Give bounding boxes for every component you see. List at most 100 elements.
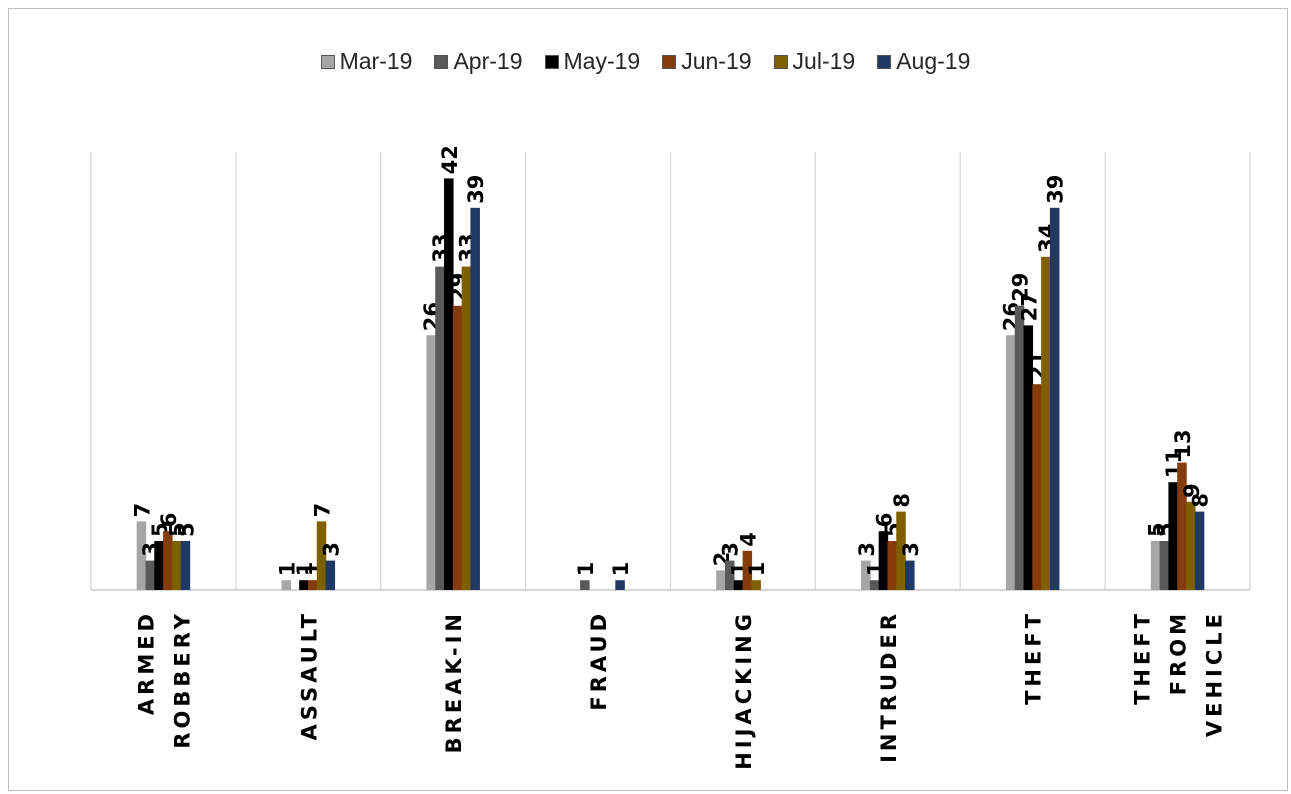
data-label: 8 (1189, 493, 1213, 508)
x-tick-label: THEFT (1022, 610, 1046, 705)
data-label: 1 (574, 562, 598, 577)
bar (1194, 511, 1205, 590)
data-label: 27 (1017, 292, 1041, 321)
data-label: 6 (872, 513, 896, 528)
bar (615, 580, 625, 590)
chart-frame (8, 8, 1288, 791)
bar (1168, 482, 1178, 590)
legend-label: Jun-19 (681, 48, 752, 74)
bar (180, 541, 191, 590)
legend-swatch (773, 54, 788, 69)
bar (1177, 462, 1187, 590)
data-label: 9 (1180, 483, 1204, 498)
legend-item: Apr-19 (434, 48, 523, 75)
data-label: 8 (890, 493, 914, 508)
bar (878, 531, 889, 590)
legend-swatch (544, 54, 559, 69)
bar (1014, 305, 1025, 590)
bar (325, 560, 336, 590)
legend-label: May-19 (563, 48, 641, 74)
legend-swatch (320, 54, 335, 69)
bar (1159, 541, 1170, 590)
data-label: 4 (736, 532, 760, 547)
bar (136, 521, 147, 590)
bar (316, 521, 327, 590)
data-label: 1 (745, 562, 769, 577)
legend-label: Aug-19 (896, 48, 971, 74)
x-tick-label: ARMED (134, 610, 158, 715)
x-tick-label: HIJACKING (732, 610, 756, 770)
data-label: 3 (899, 542, 923, 557)
data-label: 42 (438, 145, 462, 174)
data-label: 5 (166, 522, 190, 537)
bar (751, 580, 761, 590)
data-label: 7 (130, 503, 154, 518)
bar (1186, 501, 1196, 590)
bar (861, 560, 871, 590)
data-label: 5 (1145, 522, 1169, 537)
bar (896, 511, 906, 590)
x-tick-label: VEHICLE (1203, 610, 1227, 737)
bar (154, 541, 164, 590)
data-label: 3 (319, 542, 343, 557)
legend-item: Jul-19 (773, 48, 856, 75)
bar (171, 541, 182, 590)
data-label: 5 (174, 522, 198, 537)
bar (1023, 325, 1034, 590)
data-label: 7 (311, 503, 335, 518)
bar (716, 570, 726, 590)
legend-label: Jul-19 (792, 48, 856, 74)
chart-legend: Mar-19 Apr-19 May-19 Jun-19 Jul-19 Aug-19 (0, 48, 1291, 75)
bar (307, 580, 318, 590)
x-tick-label: ROBBERY (170, 610, 194, 749)
bar (580, 580, 590, 590)
bar (470, 207, 480, 591)
legend-item: Aug-19 (877, 48, 970, 75)
bar (724, 560, 735, 590)
data-label: 29 (1008, 273, 1032, 302)
bar (444, 178, 454, 590)
legend-item: Jun-19 (662, 48, 752, 75)
bar (281, 580, 292, 590)
bar (163, 531, 173, 590)
bar (1150, 541, 1161, 590)
bar (435, 266, 445, 590)
x-tick-label: BREAK-IN (442, 610, 466, 753)
x-tick-label: FROM (1167, 610, 1191, 695)
bar (426, 335, 436, 590)
legend-swatch (877, 54, 892, 69)
data-label: 1 (275, 562, 299, 577)
legend-item: May-19 (544, 48, 641, 75)
data-label: 39 (464, 175, 488, 204)
data-label: 1 (293, 562, 317, 577)
bar (887, 541, 897, 590)
data-label: 3 (719, 542, 743, 557)
bar (452, 305, 463, 590)
legend-swatch (662, 54, 677, 69)
legend-label: Mar-19 (339, 48, 413, 74)
bar (461, 266, 472, 590)
data-label: 3 (855, 542, 879, 557)
bar (869, 580, 880, 590)
data-label: 39 (1044, 175, 1068, 204)
bar (299, 580, 309, 590)
x-tick-label: ASSAULT (297, 610, 321, 740)
data-label: 13 (1171, 429, 1195, 458)
bar (145, 560, 155, 590)
x-tick-label: THEFT (1131, 610, 1155, 705)
bar (1041, 256, 1051, 590)
x-tick-label: INTRUDER (877, 610, 901, 763)
legend-label: Apr-19 (453, 48, 523, 74)
bar (905, 560, 915, 590)
data-label: 6 (157, 513, 181, 528)
bar (1049, 207, 1060, 591)
x-tick-label: FRAUD (587, 610, 611, 711)
bar (1032, 384, 1042, 590)
bar (742, 550, 753, 590)
bar (733, 580, 744, 590)
data-label: 1 (609, 562, 633, 577)
bar (1005, 335, 1016, 590)
legend-item: Mar-19 (320, 48, 413, 75)
legend-swatch (434, 54, 449, 69)
